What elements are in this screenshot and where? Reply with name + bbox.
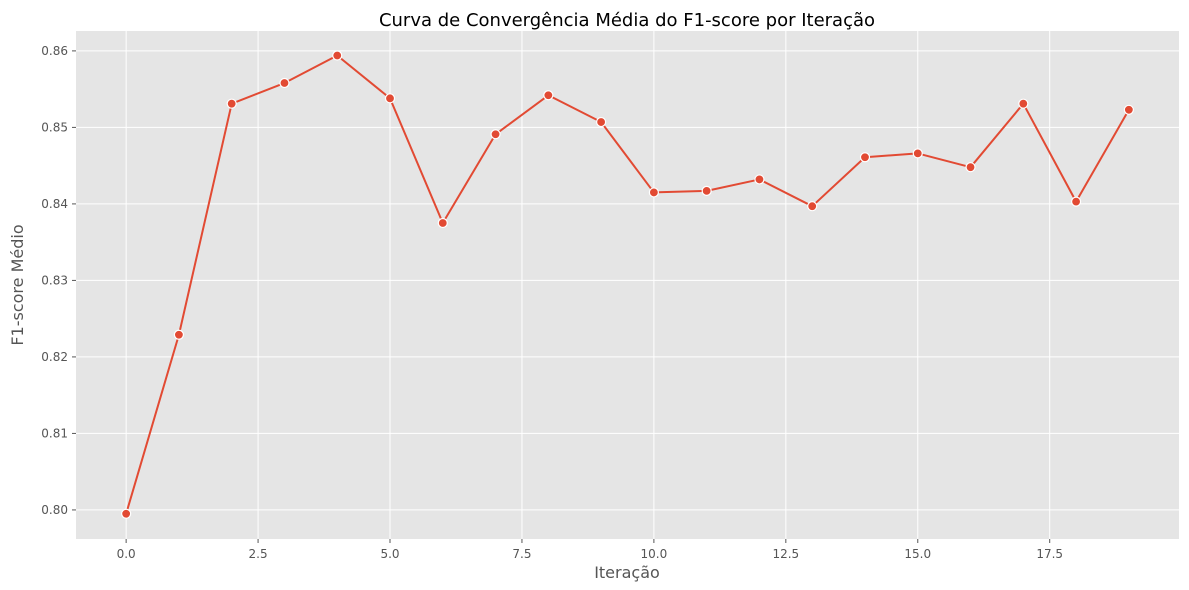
data-point — [279, 77, 290, 89]
data-point — [543, 90, 554, 101]
y-tick-label: 0.85 — [41, 120, 68, 134]
data-point — [807, 201, 818, 212]
data-point — [701, 185, 712, 196]
x-tick-label: 10.0 — [641, 547, 668, 561]
y-tick-label: 0.81 — [41, 426, 68, 440]
y-tick-label: 0.80 — [41, 503, 68, 517]
x-axis-label: Iteração — [594, 563, 660, 582]
data-point — [490, 129, 501, 140]
data-point — [437, 217, 448, 229]
data-point — [859, 152, 871, 163]
data-point — [332, 50, 343, 61]
x-tick-label: 0.0 — [117, 547, 136, 561]
x-tick-label: 5.0 — [380, 547, 399, 561]
data-point — [648, 187, 659, 198]
series-line — [125, 54, 1130, 515]
x-tick-label: 12.5 — [772, 547, 799, 561]
x-tick-label: 15.0 — [904, 547, 931, 561]
y-axis-label: F1-score Médio — [8, 224, 27, 345]
x-axis-ticks: 0.0 2.5 5.0 7.5 10.0 12.5 15.0 17.5 — [117, 539, 1063, 561]
chart-title: Curva de Convergência Média do F1-score … — [379, 10, 875, 31]
y-tick-label: 0.84 — [41, 197, 68, 211]
data-point — [912, 148, 923, 159]
data-points — [121, 50, 1134, 519]
x-tick-label: 17.5 — [1036, 547, 1063, 561]
x-tick-label: 7.5 — [512, 547, 531, 561]
series-polyline — [125, 54, 1130, 515]
y-tick-label: 0.86 — [41, 44, 68, 58]
data-point — [596, 116, 607, 128]
data-point — [1018, 98, 1029, 109]
data-point — [121, 508, 132, 519]
data-point — [965, 162, 976, 173]
data-point — [754, 174, 765, 185]
data-point — [1123, 104, 1134, 115]
plot-background — [76, 31, 1179, 539]
y-tick-label: 0.83 — [41, 273, 68, 287]
data-point — [384, 93, 396, 104]
y-axis-ticks: 0.80 0.81 0.82 0.83 0.84 0.85 0.86 — [41, 44, 76, 517]
grid-lines — [76, 31, 1179, 539]
data-point — [1070, 196, 1082, 207]
data-point — [226, 98, 237, 109]
x-tick-label: 2.5 — [249, 547, 268, 561]
y-tick-label: 0.82 — [41, 350, 68, 364]
data-point — [173, 329, 185, 340]
